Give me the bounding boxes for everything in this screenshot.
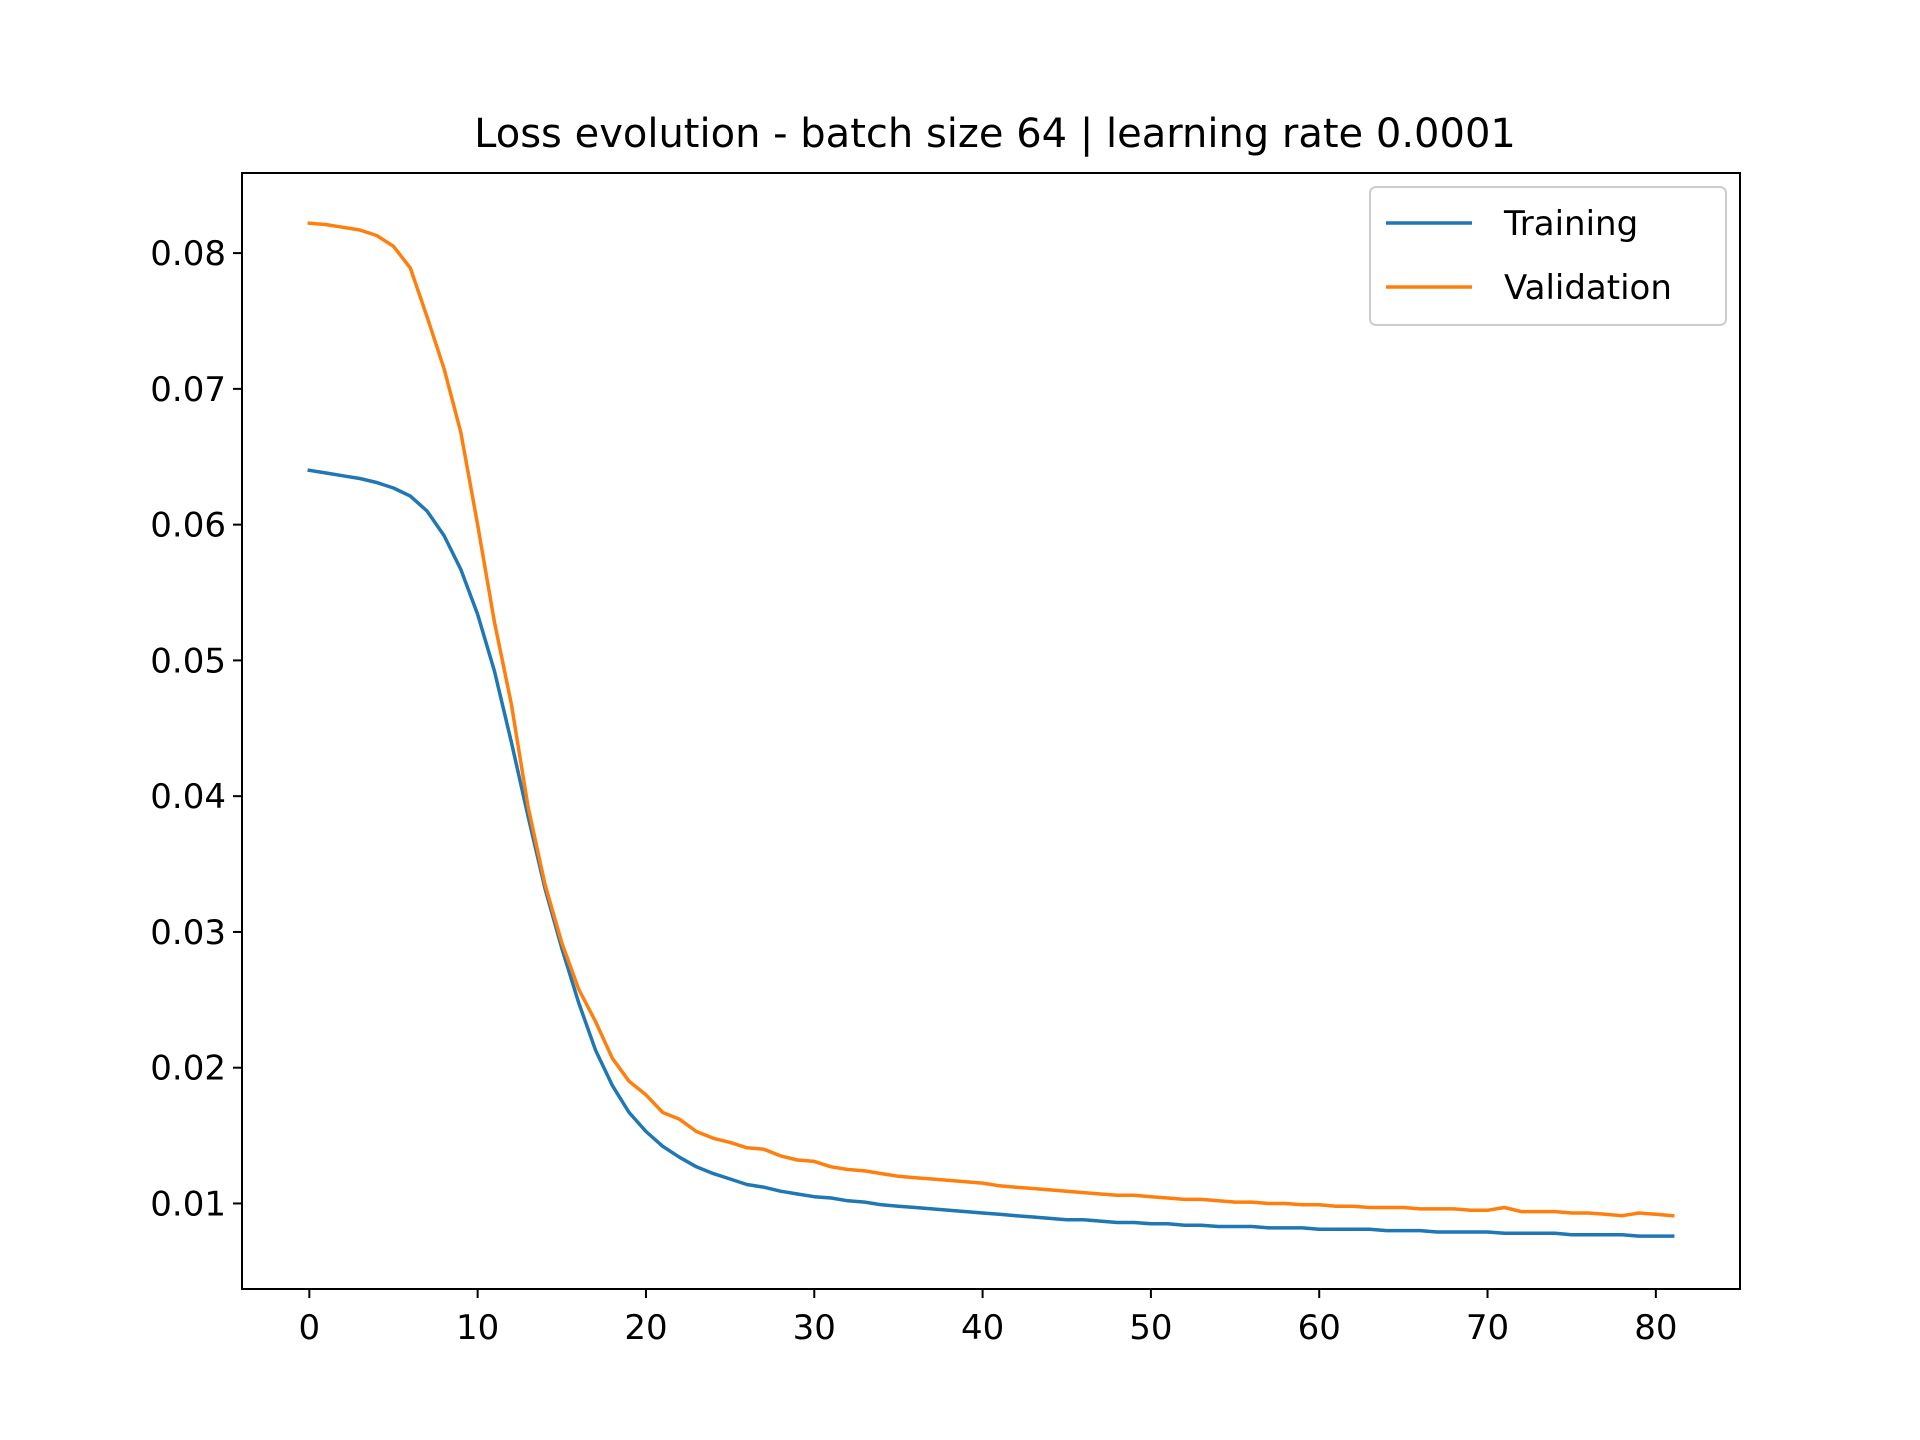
y-tick-label: 0.07 — [150, 370, 226, 410]
y-tick-label: 0.04 — [150, 777, 226, 817]
legend: Training Validation — [1369, 186, 1727, 326]
y-tick-label: 0.03 — [150, 913, 226, 953]
y-tick-label: 0.02 — [150, 1049, 226, 1089]
series-line-validation — [307, 221, 1675, 1218]
x-tick-label: 40 — [961, 1308, 1004, 1348]
chart-title: Loss evolution - batch size 64 | learnin… — [474, 111, 1516, 157]
x-tick-label: 70 — [1466, 1308, 1509, 1348]
x-axis: 0 10 20 30 40 50 60 70 80 — [299, 1289, 1677, 1348]
x-tick-label: 0 — [299, 1308, 321, 1348]
x-tick-label: 30 — [793, 1308, 836, 1348]
x-tick-label: 60 — [1298, 1308, 1341, 1348]
legend-label-training: Training — [1503, 204, 1638, 244]
plot-area — [242, 173, 1740, 1289]
series-layer — [307, 221, 1675, 1238]
x-tick-label: 80 — [1634, 1308, 1677, 1348]
x-tick-label: 20 — [624, 1308, 667, 1348]
y-tick-label: 0.01 — [150, 1184, 226, 1224]
x-tick-label: 50 — [1129, 1308, 1172, 1348]
y-axis: 0.01 0.02 0.03 0.04 0.05 0.06 0.07 0.08 — [150, 234, 242, 1224]
y-tick-label: 0.08 — [150, 234, 226, 274]
y-tick-label: 0.05 — [150, 641, 226, 681]
y-tick-label: 0.06 — [150, 506, 226, 546]
x-tick-label: 10 — [456, 1308, 499, 1348]
plot-frame — [241, 172, 1741, 1290]
legend-label-validation: Validation — [1504, 268, 1672, 308]
